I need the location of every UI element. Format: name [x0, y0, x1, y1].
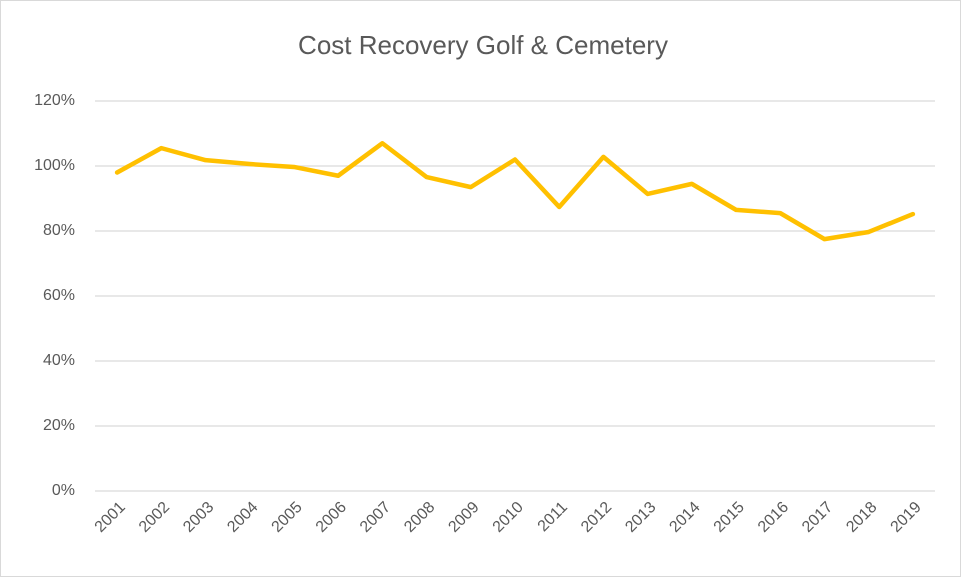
y-tick-label: 0%: [52, 482, 75, 499]
y-tick-label: 120%: [34, 92, 75, 109]
y-tick-label: 20%: [43, 417, 75, 434]
y-tick-label: 60%: [43, 287, 75, 304]
chart-title: Cost Recovery Golf & Cemetery: [298, 30, 668, 60]
y-tick-label: 100%: [34, 157, 75, 174]
line: [114, 141, 916, 242]
y-tick-label: 40%: [43, 352, 75, 369]
y-tick-label: 80%: [43, 222, 75, 239]
